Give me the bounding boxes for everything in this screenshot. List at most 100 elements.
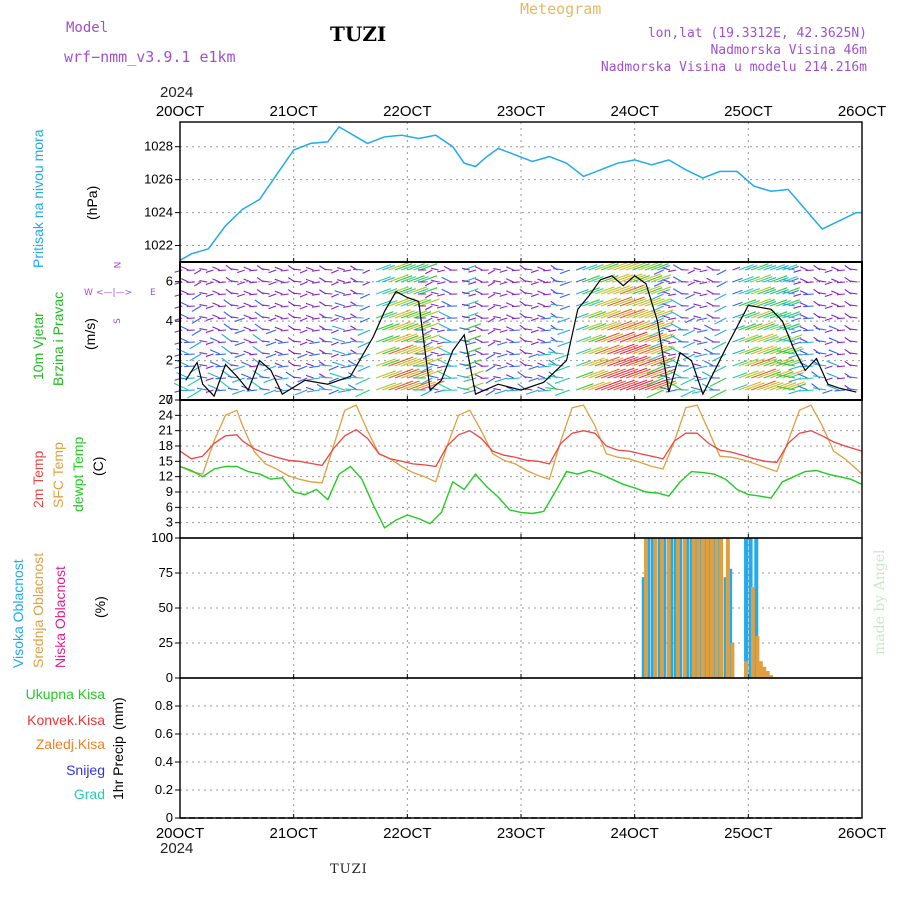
wind-arrow xyxy=(506,338,514,343)
wind-arrow xyxy=(274,278,283,283)
wind-arrow xyxy=(375,276,392,283)
wind-arrow xyxy=(375,382,396,391)
wind-arrow xyxy=(594,332,620,343)
wind-arrow xyxy=(613,321,636,331)
wind-arrow xyxy=(407,345,430,355)
wind-arrow xyxy=(613,262,634,271)
wind-arrow xyxy=(506,278,514,283)
wind-arrow xyxy=(619,320,645,331)
wind-arrow xyxy=(199,304,208,307)
wind-arrow xyxy=(509,341,520,344)
wind-arrow xyxy=(582,334,603,343)
wind-arrow xyxy=(818,280,827,283)
wind-arrow xyxy=(575,360,592,367)
wind-arrow xyxy=(750,345,774,355)
wind-arrow xyxy=(769,287,788,295)
x-tick-label-bottom: 25OCT xyxy=(724,825,772,842)
wind-arrow xyxy=(461,303,470,307)
wind-arrow xyxy=(524,316,533,319)
wind-arrow xyxy=(757,381,780,391)
wind-arrow xyxy=(243,266,252,271)
wind-arrow xyxy=(632,298,653,307)
wind-arrow xyxy=(261,316,270,319)
page-title: TUZI xyxy=(330,22,387,46)
wind-arrow xyxy=(209,361,221,367)
wind-arrow xyxy=(174,341,183,345)
cloud-mid-bar xyxy=(765,671,770,678)
wind-arrow xyxy=(274,362,283,367)
wind-arrow xyxy=(709,389,727,399)
wind-arrow xyxy=(340,353,352,357)
wind-arrow xyxy=(337,267,345,271)
wind-arrow xyxy=(757,299,775,307)
wind-arrow xyxy=(826,372,839,379)
wind-arrow xyxy=(499,317,508,321)
wind-arrow xyxy=(499,293,508,297)
wind-arrow xyxy=(328,365,339,371)
wind-arrow xyxy=(261,340,270,343)
wind-arrow xyxy=(790,329,802,334)
wind-arrow xyxy=(184,353,195,356)
wind-arrow xyxy=(732,348,746,355)
wind-arrow xyxy=(343,293,352,296)
wind-arrow xyxy=(436,305,445,309)
wind-arrow xyxy=(419,263,438,271)
cloud-high-bar xyxy=(684,538,689,678)
wind-arrow xyxy=(305,314,314,319)
wind-arrow xyxy=(788,365,802,371)
wind-arrow xyxy=(744,370,765,379)
wind-arrow xyxy=(818,268,827,271)
wind-arrow xyxy=(657,312,673,319)
wind-arrow xyxy=(554,389,571,396)
wind-arrow xyxy=(234,317,245,322)
wind-arrow xyxy=(582,264,598,271)
wind-arrow xyxy=(275,377,289,381)
wind-arrow xyxy=(782,311,800,319)
wind-arrow xyxy=(831,302,839,307)
wind-arrow xyxy=(619,343,648,355)
wind-arrow xyxy=(706,277,714,283)
wind-arrow xyxy=(357,329,371,337)
wind-arrow xyxy=(436,341,445,345)
wind-arrow xyxy=(582,346,603,355)
wind-arrow xyxy=(221,357,233,367)
wind-arrow xyxy=(355,389,371,398)
wind-arrow xyxy=(382,312,398,319)
wind-arrow xyxy=(537,338,546,343)
wind-arrow xyxy=(493,340,502,343)
wind-arrow xyxy=(330,341,339,346)
wind-arrow xyxy=(350,304,364,307)
wind-arrow xyxy=(199,280,208,283)
wind-arrow xyxy=(400,288,417,295)
wind-arrow xyxy=(350,328,364,331)
wind-arrow xyxy=(670,334,683,343)
wind-arrow xyxy=(650,274,672,283)
wind-arrow xyxy=(625,298,647,307)
wind-arrow xyxy=(324,292,333,295)
wind-arrow xyxy=(805,269,814,272)
wind-arrow xyxy=(382,288,398,295)
wind-arrow xyxy=(600,275,619,283)
wind-arrow xyxy=(420,377,433,385)
wind-arrow xyxy=(782,287,800,295)
wind-arrow xyxy=(293,304,302,307)
cloud-mid-bar xyxy=(666,538,671,678)
wind-arrow xyxy=(769,311,788,319)
wind-arrow xyxy=(559,269,571,275)
wind-arrow xyxy=(218,305,227,308)
wind-arrow xyxy=(680,377,696,386)
wind-arrow xyxy=(232,377,245,383)
x-tick-label-top: 21OCT xyxy=(269,103,317,120)
wind-arrow xyxy=(343,305,352,308)
wind-arrow xyxy=(487,341,496,347)
wind-arrow xyxy=(625,321,649,331)
wind-arrow xyxy=(607,379,635,391)
wind-arrow xyxy=(524,304,533,307)
wind-arrow xyxy=(357,365,371,373)
wind-arrow xyxy=(436,358,452,367)
wind-arrow xyxy=(732,384,748,391)
wind-arrow xyxy=(357,341,371,349)
wind-arrow xyxy=(249,305,258,308)
wind-arrow xyxy=(509,329,520,332)
wind-arrow xyxy=(382,347,400,355)
